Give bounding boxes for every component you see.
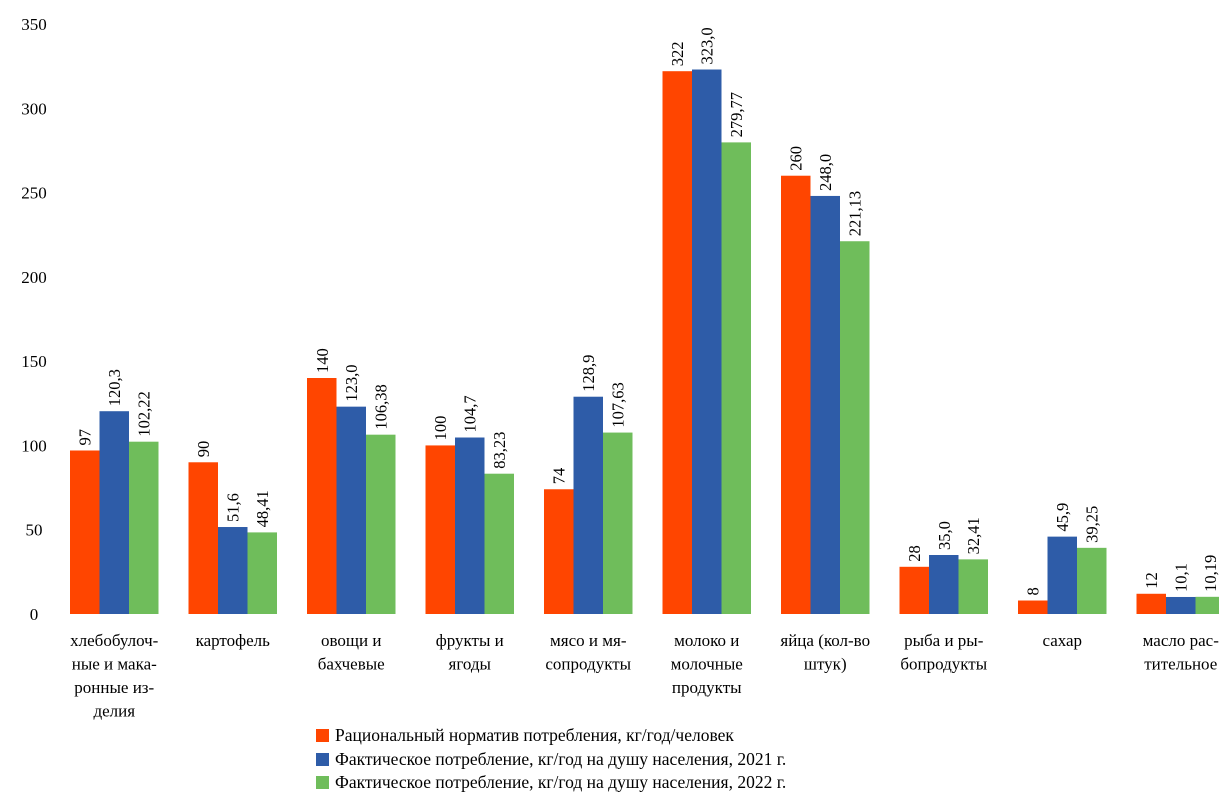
legend-label-norm: Рациональный норматив потребления, кг/го… — [335, 725, 734, 745]
y-tick-label: 0 — [30, 605, 39, 624]
y-tick-label: 250 — [21, 184, 47, 203]
data-label: 106,38 — [372, 384, 391, 429]
data-label: 120,3 — [105, 369, 124, 406]
y-axis: 0 50 100 150 200 250 300 350 — [21, 15, 47, 624]
bar — [366, 434, 396, 614]
bar — [662, 71, 692, 614]
legend-swatch-norm — [316, 729, 329, 743]
bar — [99, 411, 129, 614]
data-label: 97 — [76, 429, 95, 446]
bar — [188, 462, 218, 614]
bar — [70, 450, 100, 614]
data-label: 12 — [1142, 572, 1161, 589]
bar — [247, 532, 277, 614]
bar — [425, 445, 455, 614]
x-category-label: фрукты и ягоды — [436, 631, 504, 674]
bar — [810, 195, 840, 614]
bar — [1136, 593, 1166, 614]
x-category-label: масло рас-тительное — [1143, 631, 1219, 674]
data-label: 104,7 — [461, 395, 480, 432]
legend-label-2022: Фактическое потребление, кг/год на душу … — [335, 772, 787, 792]
data-labels-group: 97 120,3 102,22 90 51,6 48,41 140 123,0 106,38 10… — [76, 27, 1219, 595]
bar — [484, 473, 514, 614]
data-label: 28 — [905, 545, 924, 562]
x-category-label: картофель — [196, 631, 271, 650]
bar — [544, 489, 574, 614]
x-axis: хлебобулоч-ные и мака-ронные из-делия кар… — [70, 631, 1219, 720]
data-label: 322 — [668, 41, 687, 66]
legend-item-norm: Рациональный норматив потребления, кг/го… — [316, 724, 786, 748]
x-category-label: молоко и молочные продукты — [671, 631, 743, 697]
bar-chart: 0 50 100 150 200 250 300 350 97 120,3 102,22 90 51,… — [21, 15, 1219, 720]
data-label: 140 — [313, 348, 332, 373]
bar — [1166, 596, 1196, 614]
bar — [218, 527, 248, 614]
bar — [929, 555, 959, 614]
legend-item-2021: Фактическое потребление, кг/год на душу … — [316, 748, 786, 772]
data-label: 45,9 — [1053, 503, 1072, 532]
data-label: 260 — [787, 146, 806, 171]
legend-label-2021: Фактическое потребление, кг/год на душу … — [335, 748, 787, 769]
data-label: 39,25 — [1083, 506, 1102, 543]
data-label: 323,0 — [698, 27, 717, 64]
bar — [307, 378, 337, 614]
data-label: 100 — [431, 416, 450, 441]
x-category-label: яйца (кол-во штук) — [780, 631, 870, 674]
legend-swatch-2022 — [316, 776, 329, 790]
y-tick-label: 100 — [21, 436, 47, 455]
data-label: 74 — [550, 468, 569, 485]
data-label: 128,9 — [579, 355, 598, 392]
data-label: 102,22 — [135, 391, 154, 436]
bar — [129, 441, 159, 614]
data-label: 32,41 — [964, 517, 983, 554]
bar — [1018, 600, 1048, 614]
y-tick-label: 200 — [21, 268, 47, 287]
data-label: 107,63 — [609, 382, 628, 427]
legend-item-2022: Фактическое потребление, кг/год на душу … — [316, 771, 786, 795]
data-label: 221,13 — [846, 191, 865, 236]
legend: Рациональный норматив потребления, кг/го… — [316, 724, 786, 795]
bar — [1077, 547, 1107, 614]
bar — [336, 406, 366, 614]
bar — [603, 432, 633, 614]
bar — [692, 69, 722, 614]
bar — [1047, 536, 1077, 614]
y-tick-label: 50 — [26, 521, 43, 540]
data-label: 51,6 — [224, 493, 243, 522]
data-label: 123,0 — [342, 365, 361, 402]
data-label: 35,0 — [935, 521, 954, 550]
bar — [840, 241, 870, 614]
y-tick-label: 150 — [21, 352, 47, 371]
bar — [573, 396, 603, 614]
bar — [958, 559, 988, 614]
data-label: 8 — [1024, 587, 1043, 595]
bar — [721, 142, 751, 615]
x-category-label: мясо и мя-сопродукты — [545, 631, 631, 674]
legend-swatch-2021 — [316, 752, 329, 766]
data-label: 83,23 — [490, 432, 509, 469]
x-category-label: сахар — [1042, 631, 1082, 650]
bar — [1195, 596, 1219, 614]
y-tick-label: 350 — [21, 15, 47, 34]
bar — [781, 175, 811, 614]
data-label: 279,77 — [727, 92, 746, 137]
bar — [899, 566, 929, 614]
x-category-label: хлебобулоч-ные и мака-ронные из-делия — [70, 631, 159, 720]
bars-group — [70, 69, 1219, 615]
data-label: 48,41 — [253, 490, 272, 527]
data-label: 10,1 — [1172, 563, 1191, 592]
data-label: 10,19 — [1201, 555, 1219, 592]
bar — [455, 437, 485, 614]
data-label: 248,0 — [816, 154, 835, 191]
y-tick-label: 300 — [21, 99, 47, 118]
x-category-label: овощи и бахчевые — [318, 631, 385, 674]
data-label: 90 — [194, 441, 213, 458]
x-category-label: рыба и ры-бопродукты — [900, 631, 987, 674]
